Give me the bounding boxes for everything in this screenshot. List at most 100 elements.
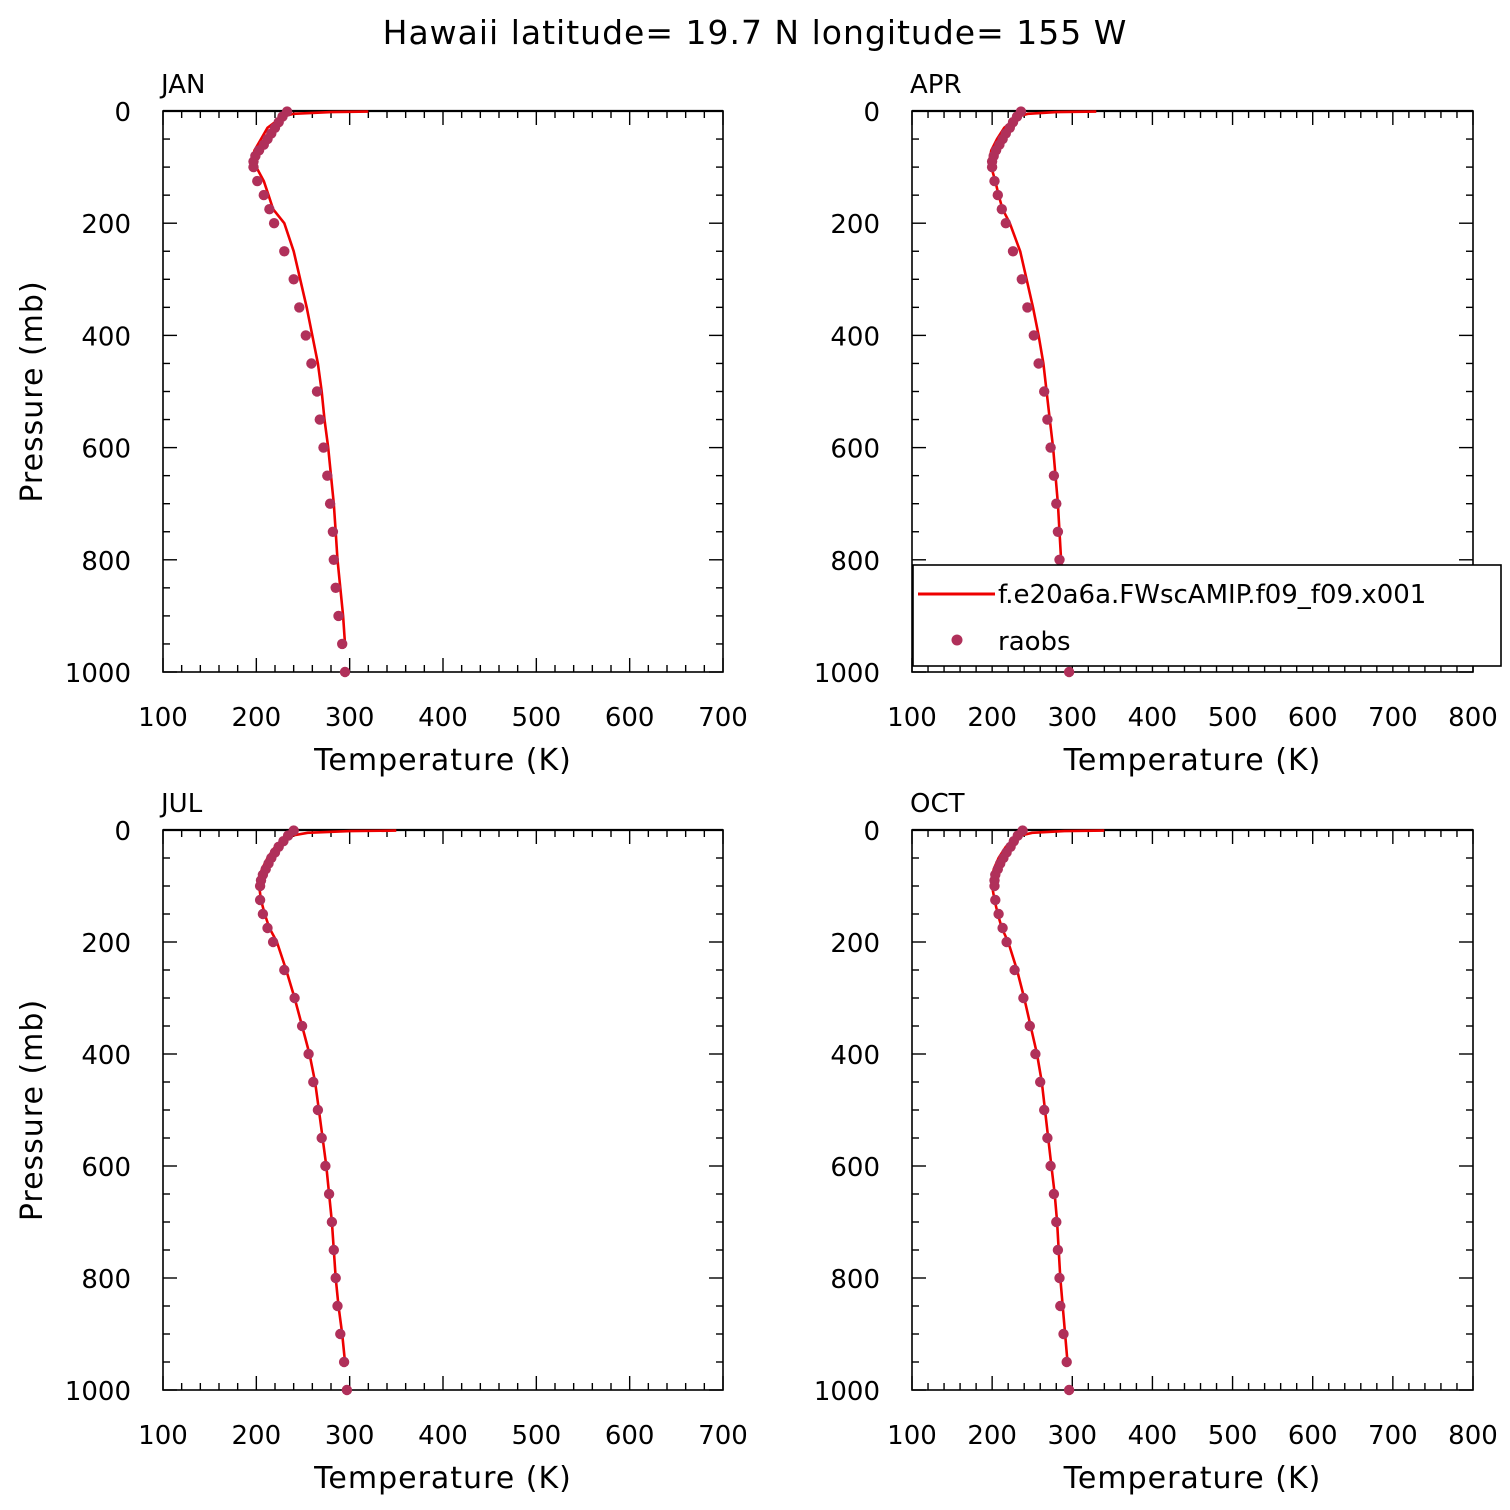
raobs-point [339,666,351,678]
x-tick-label: 200 [967,703,1017,733]
raobs-point [279,246,290,257]
x-tick-label: 200 [967,1421,1017,1451]
raobs-point [328,554,339,565]
raobs-point [1063,1384,1075,1396]
raobs-point [992,189,1003,201]
panel-jan: 100 200 300 400 500 600 700 0 200 400 600 800 1000 Te… [15,70,748,778]
raobs-point [1022,302,1033,313]
raobs-point [330,582,341,593]
y-tick-label: 200 [81,929,131,959]
x-tick-label: 600 [1288,1421,1338,1451]
raobs-point [268,218,280,229]
raobs-point [1061,1356,1072,1368]
raobs-point [326,1216,338,1228]
raobs-point [993,908,1004,920]
plot-frame [162,829,724,1391]
raobs-point [1045,442,1056,453]
y-tick-label: 1000 [814,659,880,689]
raobs-point [337,638,348,650]
legend-model-label: f.e20a6a.FWscAMIP.f09_f09.x001 [998,580,1426,610]
raobs-point [1045,1160,1056,1172]
raobs-point [264,204,275,215]
raobs-point [257,908,269,920]
raobs-point [341,1384,353,1396]
model-series-line [251,110,369,644]
y-tick-label: 1000 [814,1377,880,1407]
y-tick-label: 200 [830,929,880,959]
legend: f.e20a6a.FWscAMIP.f09_f09.x001 raobs [912,564,1502,667]
model-series-line [990,829,1105,1363]
y-tick-label: 400 [81,322,131,352]
x-axis-label: Temperature (K) [1063,743,1322,778]
x-tick-label: 700 [698,1421,748,1451]
raobs-point [1054,554,1065,565]
x-tick-label: 300 [1047,1421,1097,1451]
raobs-point [311,386,323,397]
x-tick-label: 500 [1208,703,1258,733]
x-tick-label: 400 [1128,1421,1178,1451]
y-tick-label: 600 [830,435,880,465]
raobs-point [1048,1188,1060,1200]
y-tick-label: 0 [863,98,880,128]
raobs-point [1024,1020,1036,1032]
legend-box [912,564,1502,667]
raobs-point [996,204,1007,215]
raobs-point [997,922,1008,934]
panels-group: 100 200 300 400 500 600 70002004006008001000Te… [15,70,1498,1496]
raobs-point [1051,498,1062,509]
y-tick-label: 600 [81,1153,131,1183]
raobs-point [324,498,336,509]
raobs-point [327,526,339,537]
y-tick-label: 1000 [65,1377,131,1407]
x-tick-label: 200 [232,1421,282,1451]
legend-obs-swatch [951,634,963,646]
y-tick-label: 1000 [65,659,131,689]
x-tick-label: 100 [138,703,188,733]
raobs-point [1000,218,1011,229]
raobs-point [332,1300,343,1312]
raobs-point [258,189,269,201]
raobs-point [1051,1216,1062,1228]
raobs-point [333,610,344,622]
y-tick-label: 200 [81,210,131,240]
y-tick-label: 600 [830,1153,880,1183]
y-tick-label: 400 [830,1041,880,1071]
y-tick-label: 600 [81,435,131,465]
x-tick-label: 500 [512,1421,562,1451]
panel-label: OCT [910,789,965,819]
x-tick-label: 600 [605,703,655,733]
y-tick-label: 800 [830,1265,880,1295]
raobs-point [308,1076,319,1088]
raobs-point [1018,992,1029,1004]
raobs-point [1052,526,1064,537]
legend-obs-label: raobs [998,627,1071,657]
raobs-point [1001,936,1012,948]
y-tick-label: 0 [114,98,131,128]
raobs-point [323,1188,335,1200]
x-tick-label: 700 [698,703,748,733]
raobs-point [1030,1048,1041,1060]
figure-title: Hawaii latitude= 19.7 N longitude= 155 W [383,13,1128,52]
x-tick-label: 400 [418,703,468,733]
raobs-point [314,414,325,425]
x-axis-label: Temperature (K) [313,1461,572,1496]
x-tick-label: 100 [138,1421,188,1451]
raobs-point [986,161,998,173]
raobs-point [989,175,1000,187]
y-tick-label: 200 [830,210,880,240]
x-tick-label: 200 [232,703,282,733]
raobs-point [1055,1300,1066,1312]
raobs-point [318,442,329,453]
raobs-point [296,1020,308,1032]
x-axis-label: Temperature (K) [313,743,572,778]
model-series-line [257,829,397,1363]
raobs-point [303,1048,314,1060]
panel-label: JAN [159,70,205,100]
x-tick-label: 300 [325,1421,375,1451]
panel-apr: 100 200 300 400 500 600 700 800 0 200 400 600 800 100… [814,70,1498,778]
y-tick-label: 400 [81,1041,131,1071]
raobs-point [989,880,1000,892]
raobs-point [1039,1104,1050,1116]
raobs-point [335,1328,346,1340]
